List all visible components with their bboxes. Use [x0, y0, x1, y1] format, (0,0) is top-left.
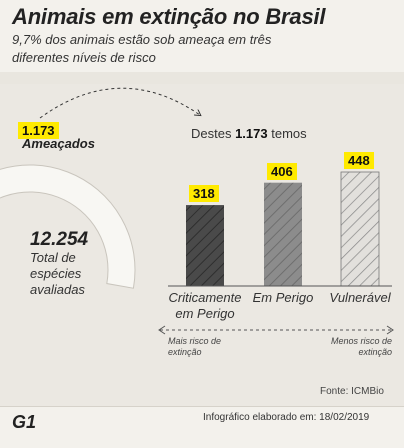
donut-slice-total: [0, 164, 136, 289]
connector-arrow: [39, 87, 200, 119]
source-note: Fonte: ICMBio: [320, 386, 384, 397]
bar-chart: [186, 171, 380, 287]
threatened-label: Ameaçados: [22, 136, 95, 151]
total-label: Total de espécies avaliadas: [30, 250, 85, 297]
footer-bar: [0, 406, 404, 448]
page-title: Animais em extinção no Brasil: [12, 4, 326, 29]
bar-category-label: Criticamente em Perigo: [168, 290, 242, 321]
risk-scale-left-arrow: [158, 325, 166, 335]
bars-caption: Destes 1.173 temos: [191, 126, 307, 141]
bar-1: [186, 205, 224, 286]
bar-value-label: 406: [267, 162, 297, 180]
total-value: 12.254: [30, 229, 89, 250]
risk-scale-right-arrow: [386, 325, 394, 335]
credit-line: Infográfico elaborado em: 18/02/2019: [203, 412, 370, 423]
top-band: [0, 72, 404, 84]
threatened-value: 1.173: [18, 122, 59, 140]
page-subtitle: 9,7% dos animais estão sob ameaça em trê…: [12, 32, 272, 65]
bar-category-label: Em Perigo: [252, 290, 314, 305]
more-risk-label: Mais risco de extinção: [168, 336, 222, 357]
less-risk-label: Menos risco de extinção: [330, 336, 392, 357]
bar-value-label: 318: [189, 185, 219, 203]
bar-2: [264, 182, 302, 286]
donut-chart: [0, 164, 136, 289]
bar-category-label: Vulnerável: [329, 290, 391, 305]
g1-logo: G1: [12, 412, 37, 432]
bar-3: [340, 171, 380, 287]
bar-value-label: 448: [344, 152, 374, 169]
